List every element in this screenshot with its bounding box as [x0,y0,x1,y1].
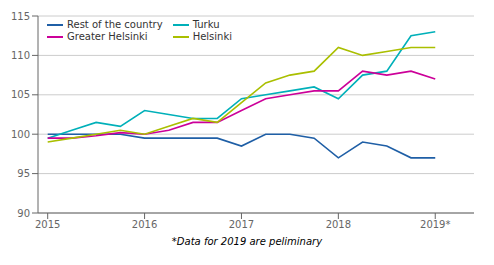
svg-text:2015: 2015 [35,219,60,230]
html-text:Rest of the country: Rest of the country [67,19,163,30]
html-text:*Data for 2019 are peliminary: *Data for 2019 are peliminary [171,236,323,247]
svg-text:110: 110 [11,50,30,61]
html-text:Turku: Turku [192,19,220,30]
svg-text:2017: 2017 [229,219,254,230]
svg-text:90: 90 [17,208,30,219]
html-text:Helsinki: Helsinki [192,31,232,42]
svg-text:105: 105 [11,89,30,100]
svg-text:2016: 2016 [132,219,157,230]
svg-text:2019*: 2019* [420,219,450,230]
svg-text:95: 95 [17,168,30,179]
svg-text:100: 100 [11,129,30,140]
html-text:Greater Helsinki: Greater Helsinki [67,31,148,42]
svg-text:2018: 2018 [326,219,351,230]
svg-text:115: 115 [11,11,30,22]
